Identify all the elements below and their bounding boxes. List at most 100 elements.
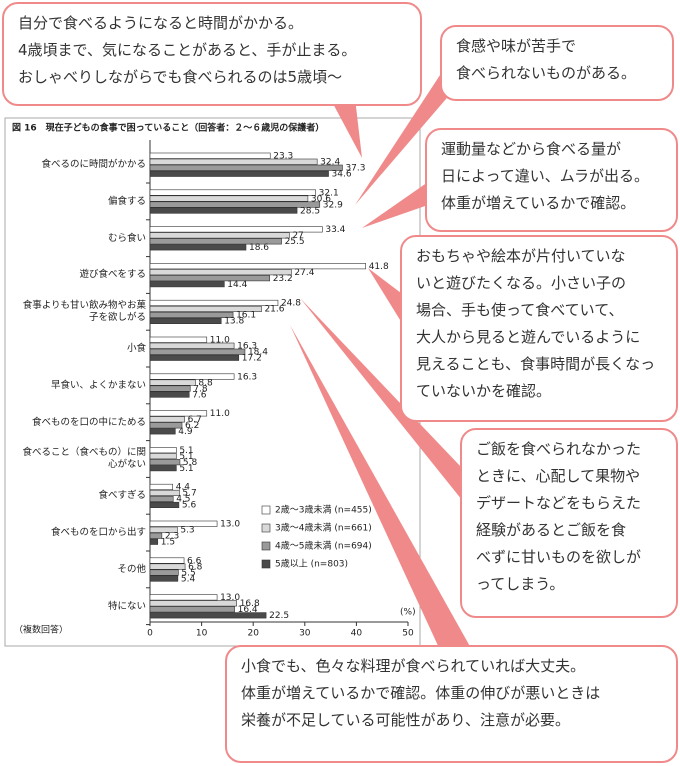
category-label: 食事よりも甘い飲み物やお菓子を欲しがる [22,300,146,324]
bar [149,557,185,564]
bar [149,459,181,466]
value-label: 41.8 [369,262,389,272]
callout-line: いと遊びたくなる。小さい子の [416,274,627,292]
bar [149,348,246,355]
bar [149,385,191,392]
bar [149,170,329,177]
value-label: 24.8 [281,299,301,309]
callout-line: おしゃべりしながらでも食べられるのは5歳頃～ [18,68,343,86]
bar [149,201,321,208]
category-label: むら食い [107,232,146,244]
legend-swatch [261,559,271,569]
value-label: 6.6 [187,556,202,566]
bar [149,317,222,325]
bar [149,526,178,533]
value-label: 27.4 [294,268,314,278]
value-label: 32.1 [319,188,339,198]
callout: おもちゃや絵本が片付いていな いと遊びたくなる。小さい子の 場合、手も使って食べてい… [400,235,678,422]
callout-line: べずに甘いものを欲しが [476,548,642,566]
value-label: 2.3 [165,532,179,542]
x-tick-label: 10 [196,629,208,639]
bar [149,453,177,460]
category-label: 食べること（食べもの）に関心がない [22,447,146,471]
callout: 小食でも、色々な料理が食べられていれば大丈夫。 体重が増えているかで確認。体重の伸… [225,645,678,763]
bar [149,600,237,607]
bar [149,569,179,576]
callout-line: ご飯を食べられなかった [476,440,642,458]
value-label: 11.0 [210,409,230,419]
callout-line: 見えることも、食事時間が長くなっ [416,355,656,373]
value-label: 27 [292,231,303,241]
bar [149,416,185,423]
x-tick-label: 40 [351,629,363,639]
bar [149,238,282,245]
legend-label: 4歳～5歳未満 (n=694) [275,540,372,552]
bar [149,575,179,582]
bar [149,391,190,398]
legend-label: 3歳～4歳未満 (n=661) [275,522,372,534]
unit: (%) [400,608,416,618]
value-label: 28.5 [300,206,320,216]
category-label: 食べものを口から出す [50,527,146,538]
value-label: 16.1 [236,311,256,321]
value-label: 7.6 [192,390,207,400]
value-label: 8.8 [198,378,213,388]
category-label: 特にない [107,600,146,612]
bar [149,594,218,601]
bar [149,299,279,307]
callout-line: 小食でも、色々な料理が食べられていれば大丈夫。 [241,657,586,675]
value-label: 30.6 [311,194,331,204]
callout-line: ってしまう。 [476,575,565,593]
callout-line: 自分で食べるようになると時間がかかる。 [18,14,304,32]
bar [149,538,159,545]
x-tick-label: 50 [402,629,414,639]
value-label: 1.5 [161,538,175,548]
bar [149,465,177,472]
callout-line: 場合、手も使って食べていて、 [416,301,624,319]
value-label: 16.3 [237,372,257,382]
bar [149,422,183,429]
value-label: 5.6 [182,501,197,511]
callout-line: 栄養が不足している可能性があり、注意が必要。 [241,711,570,729]
category-label: 早食い、よくかまない [50,379,146,391]
value-label: 5.8 [183,458,198,468]
bar [149,269,292,276]
bar [149,275,271,282]
bar [149,379,196,386]
callout-line: 日によって違い、ムラが出る。 [441,167,650,185]
callout-line: 運動量などから食べる量が [441,140,622,158]
value-label: 13.0 [220,593,240,603]
bar [149,495,174,503]
value-label: 4.9 [178,427,193,437]
value-label: 11.0 [210,336,230,346]
value-label: 32.9 [323,200,343,210]
value-label: 18.4 [248,348,268,358]
legend-label: 5歳以上 (n=803) [275,558,348,570]
bar [149,152,271,159]
value-label: 5.1 [179,464,193,474]
x-tick-label: 0 [147,629,153,639]
bar [149,189,316,196]
bar [149,489,180,497]
value-label: 25.5 [285,237,305,247]
category-label: 食べるのに時間がかかる [41,159,146,170]
value-label: 7.8 [193,384,208,394]
value-label: 33.4 [325,225,345,235]
category-label: 食べものを口の中にためる [31,416,146,428]
bar [149,354,240,361]
callout-line: 体重が増えているかで確認。体重の伸びが悪いときは [241,684,601,702]
bar [149,612,267,619]
callout-line: ときに、心配して果物や [476,467,641,485]
value-label: 4.4 [176,483,191,493]
legend-label: 2歳～3歳未満 (n=455) [275,504,372,516]
value-label: 16.3 [237,342,257,352]
value-label: 6.2 [185,421,199,431]
category-label: その他 [117,563,146,575]
bar [149,342,235,349]
value-label: 16.4 [238,605,258,615]
value-label: 6.7 [188,415,202,425]
value-label: 23.3 [273,152,293,162]
pointers [290,72,472,650]
value-label: 14.4 [227,280,247,290]
